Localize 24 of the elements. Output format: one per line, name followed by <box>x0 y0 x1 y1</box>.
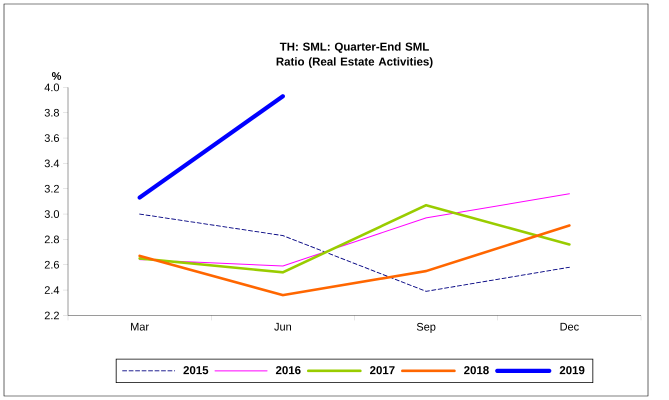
legend-label: 2017 <box>370 366 395 374</box>
y-tick-label: 2.2 <box>44 312 59 320</box>
chart-title: TH: SML: Quarter-End SML Ratio (Real Estate Activities) <box>276 42 433 68</box>
y-tick-label: 2.8 <box>44 236 59 244</box>
legend-label: 2015 <box>183 366 208 374</box>
legend-label: 2016 <box>276 366 301 374</box>
y-tick-label: 3.2 <box>44 184 59 193</box>
x-tick-label: Dec <box>560 322 579 331</box>
y-tick-label: 3.6 <box>44 134 59 142</box>
y-tick-label: 4.0 <box>44 84 60 92</box>
y-tick-label: 3.8 <box>44 108 59 117</box>
y-axis-title: % <box>52 72 62 80</box>
x-tick-label: Mar <box>131 322 149 331</box>
y-tick-label: 3.0 <box>44 210 60 218</box>
legend-label: 2019 <box>560 366 584 374</box>
x-tick-label: Sep <box>416 322 436 333</box>
x-tick-label: Jun <box>274 322 291 331</box>
line-series <box>138 204 571 274</box>
y-tick-label: 3.4 <box>44 160 60 168</box>
legend-label: 2018 <box>464 366 489 374</box>
line-series <box>139 214 570 292</box>
y-tick-label: 2.4 <box>44 286 60 294</box>
y-tick-label: 2.6 <box>44 260 59 269</box>
line-series <box>138 224 571 296</box>
